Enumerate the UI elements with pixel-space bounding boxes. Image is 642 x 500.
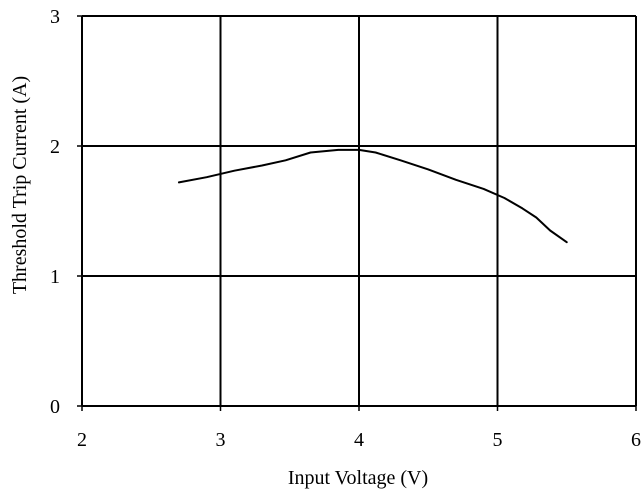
axes — [77, 15, 637, 411]
x-tick-label: 3 — [216, 429, 226, 451]
y-axis-label: Threshold Trip Current (A) — [9, 76, 31, 294]
y-tick-label: 1 — [50, 266, 60, 288]
x-tick-label: 6 — [631, 429, 641, 451]
tick-labels: 2 3 4 5 6 0 1 2 3 — [50, 6, 641, 451]
x-tick-label: 5 — [493, 429, 503, 451]
y-tick-label: 0 — [50, 396, 60, 418]
x-tick-label: 4 — [354, 429, 364, 451]
grid-lines — [82, 15, 637, 406]
y-tick-label: 3 — [50, 6, 60, 28]
x-axis-label: Input Voltage (V) — [288, 467, 428, 489]
x-tick-label: 2 — [77, 429, 87, 451]
y-tick-label: 2 — [50, 136, 60, 158]
series-layer — [177, 148, 568, 244]
series-line-0 — [177, 148, 568, 244]
